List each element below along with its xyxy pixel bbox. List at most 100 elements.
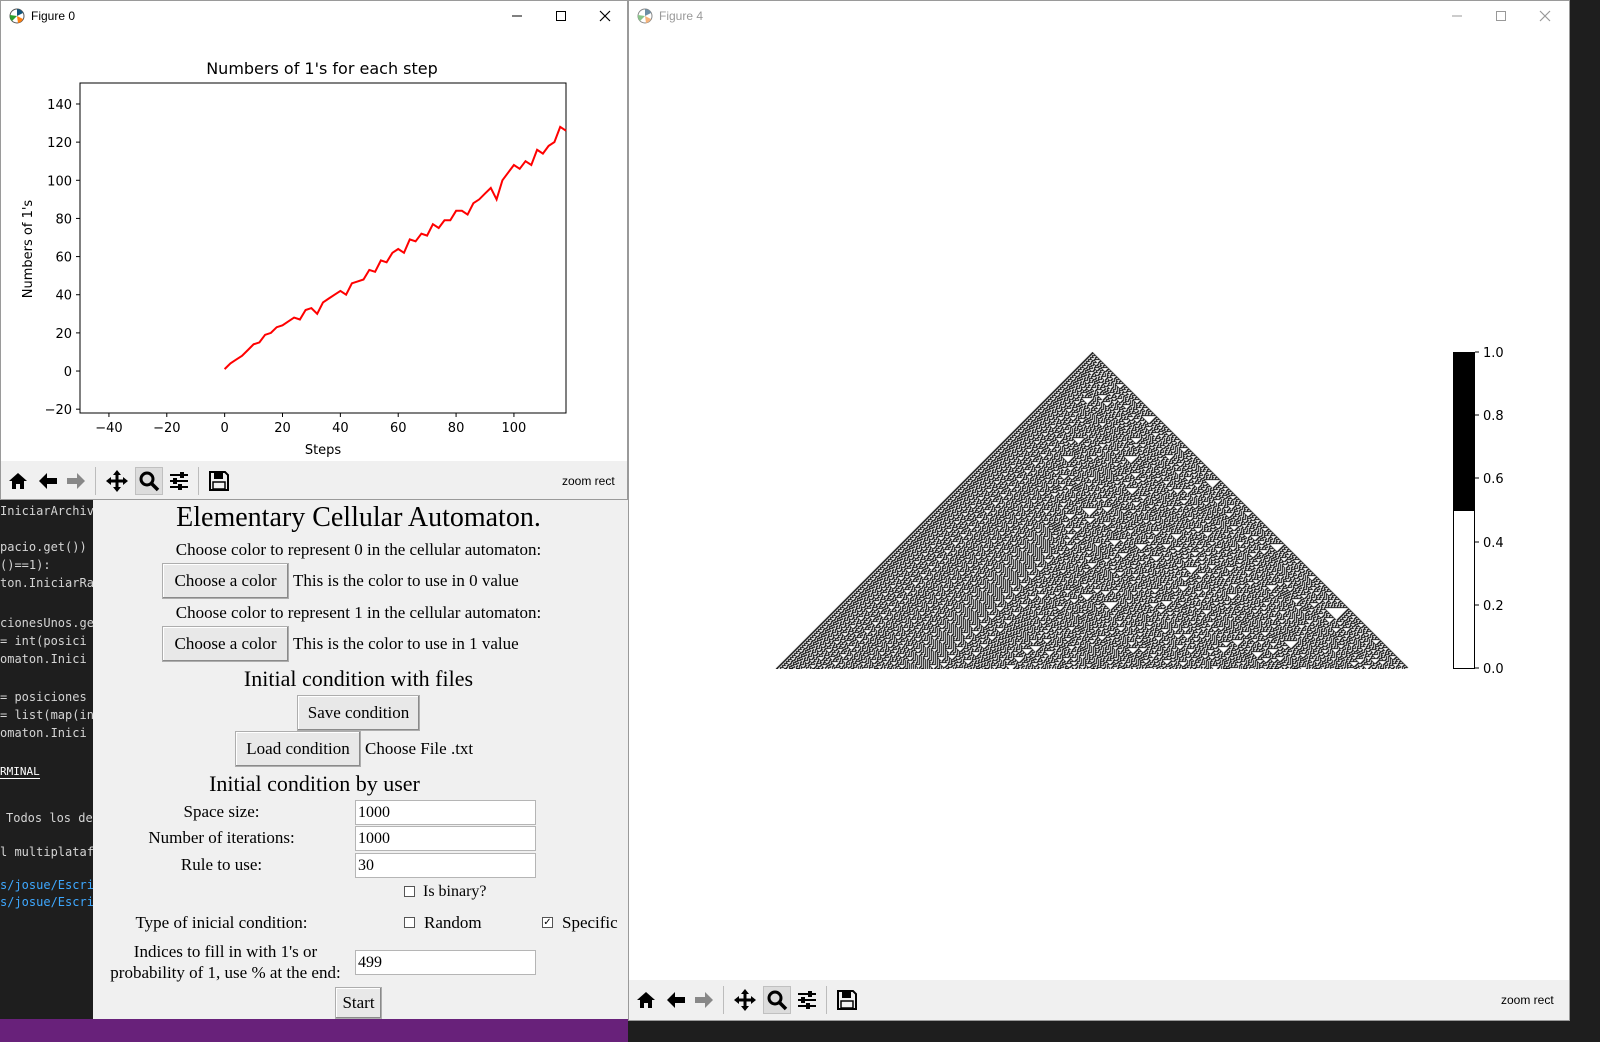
- y-tick-label: 80: [55, 212, 72, 227]
- save-condition-button[interactable]: Save condition: [297, 695, 420, 731]
- terminal-line: s/josue/Escrit: [0, 895, 93, 909]
- forward-button[interactable]: [62, 467, 90, 495]
- figure0-titlebar[interactable]: Figure 0: [1, 1, 627, 31]
- close-button[interactable]: [583, 1, 627, 31]
- files-heading: Initial condition with files: [243, 666, 474, 691]
- binary-checkbox[interactable]: [404, 886, 415, 897]
- home-button[interactable]: [4, 467, 32, 495]
- rule-label: Rule to use:: [180, 855, 263, 874]
- forward-button[interactable]: [690, 986, 718, 1014]
- back-button[interactable]: [662, 986, 690, 1014]
- y-axis-label: Numbers of 1's: [21, 200, 36, 299]
- toolbar-separator: [95, 467, 96, 495]
- figure0-window: Figure 0 Numbers of 1's for each step −4…: [0, 0, 628, 500]
- maximize-button[interactable]: [1479, 1, 1523, 31]
- zoom-button[interactable]: [763, 986, 791, 1014]
- x-tick-label: 80: [448, 421, 465, 436]
- figure4-titlebar[interactable]: Figure 4: [629, 1, 1569, 31]
- panel-title: Elementary Cellular Automaton.: [176, 502, 541, 533]
- automaton-image[interactable]: [775, 352, 1409, 669]
- toolbar-message: zoom rect: [1501, 993, 1554, 1007]
- code-line: ()==1):: [0, 558, 51, 572]
- indices-label-line2: probability of 1, use % at the end:: [110, 963, 341, 982]
- maximize-button[interactable]: [539, 1, 583, 31]
- close-icon: [1539, 10, 1551, 22]
- x-tick-label: 60: [390, 421, 407, 436]
- color1-description: This is the color to use in 1 value: [293, 634, 519, 653]
- terminal-line: l multiplatafo: [0, 845, 93, 859]
- iterations-input[interactable]: [355, 826, 536, 851]
- save-button[interactable]: [205, 467, 233, 495]
- toolbar-separator: [723, 986, 724, 1014]
- colorbar: 0.0 0.2 0.4 0.6 0.8 1.0: [1453, 346, 1504, 677]
- user-heading: Initial condition by user: [209, 771, 420, 796]
- terminal-tab[interactable]: RMINAL: [0, 765, 40, 779]
- y-tick-label: −20: [45, 403, 72, 418]
- colorbar-filled: [1453, 352, 1475, 511]
- initial-type-label: Type of inicial condition:: [135, 913, 308, 932]
- floppy-icon: [837, 990, 857, 1010]
- space-size-input[interactable]: [355, 800, 536, 825]
- line-chart[interactable]: Numbers of 1's for each step −40 −20 0 20 40…: [1, 31, 627, 461]
- back-button[interactable]: [34, 467, 62, 495]
- terminal-line: s/josue/Escrit: [0, 878, 93, 892]
- specific-checkbox[interactable]: ✓: [542, 917, 553, 928]
- choose-color0-button[interactable]: Choose a color: [162, 563, 289, 599]
- code-line: = list(map(in: [0, 708, 93, 722]
- pan-button[interactable]: [103, 467, 131, 495]
- x-tick-label: −40: [95, 421, 122, 436]
- matplotlib-icon: [9, 8, 25, 24]
- save-button[interactable]: [833, 986, 861, 1014]
- automaton-control-panel: Elementary Cellular Automaton. Choose co…: [93, 500, 628, 1019]
- close-button[interactable]: [1523, 1, 1567, 31]
- choose-color1-button[interactable]: Choose a color: [162, 626, 289, 662]
- zoom-button[interactable]: [135, 467, 163, 495]
- zoom-icon: [767, 990, 788, 1011]
- code-line: = int(posici: [0, 634, 87, 648]
- configure-subplots-button[interactable]: [165, 467, 193, 495]
- home-icon: [9, 473, 27, 489]
- home-icon: [637, 992, 655, 1008]
- minimize-button[interactable]: [495, 1, 539, 31]
- random-label: Random: [424, 913, 482, 932]
- rule-input[interactable]: [355, 853, 536, 878]
- random-checkbox[interactable]: [404, 917, 415, 928]
- pan-icon: [734, 989, 756, 1011]
- figure0-toolbar: zoom rect: [1, 461, 627, 499]
- matplotlib-icon: [637, 8, 653, 24]
- window-title: Figure 4: [659, 9, 704, 23]
- minimize-icon: [512, 15, 522, 17]
- code-editor[interactable]: IniciarArchivo pacio.get()) ()==1): ton.…: [0, 500, 93, 1019]
- x-tick-label: 20: [274, 421, 291, 436]
- minimize-button[interactable]: [1435, 1, 1479, 31]
- specific-label: Specific: [562, 913, 618, 932]
- toolbar-message: zoom rect: [562, 474, 615, 488]
- sliders-icon: [170, 472, 188, 490]
- colorbar-empty: [1453, 511, 1475, 668]
- arrow-right-icon: [67, 473, 85, 489]
- color1-prompt: Choose color to represent 1 in the cellu…: [175, 603, 542, 622]
- floppy-icon: [209, 471, 229, 491]
- load-condition-button[interactable]: Load condition: [235, 731, 361, 767]
- space-size-label: Space size:: [183, 802, 260, 821]
- pan-button[interactable]: [731, 986, 759, 1014]
- x-tick-label: 0: [221, 421, 229, 436]
- indices-input[interactable]: [355, 950, 536, 975]
- start-button[interactable]: Start: [335, 987, 382, 1019]
- colorbar-tick-label: 1.0: [1483, 346, 1504, 361]
- close-icon: [599, 10, 611, 22]
- terminal-line: Todos los der: [6, 811, 93, 825]
- window-title: Figure 0: [31, 9, 76, 23]
- code-line: ton.IniciarRa: [0, 576, 93, 590]
- code-line: pacio.get()): [0, 540, 87, 554]
- home-button[interactable]: [632, 986, 660, 1014]
- binary-label: Is binary?: [423, 883, 487, 900]
- configure-subplots-button[interactable]: [793, 986, 821, 1014]
- colorbar-tick-label: 0.8: [1483, 409, 1504, 424]
- colorbar-tick-label: 0.2: [1483, 599, 1504, 614]
- arrow-left-icon: [39, 473, 57, 489]
- y-tick-label: 0: [64, 365, 72, 380]
- file-name-label: Choose File .txt: [365, 739, 474, 758]
- zoom-icon: [139, 471, 160, 492]
- y-tick-label: 140: [47, 98, 72, 113]
